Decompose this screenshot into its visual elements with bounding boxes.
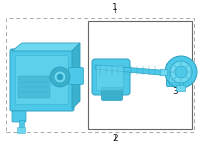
FancyBboxPatch shape [170, 67, 176, 82]
FancyBboxPatch shape [166, 64, 180, 86]
Polygon shape [12, 43, 80, 51]
Bar [88, 21, 192, 129]
Text: 2: 2 [112, 134, 118, 143]
Circle shape [50, 67, 70, 87]
Polygon shape [95, 65, 163, 75]
Circle shape [170, 61, 192, 83]
FancyBboxPatch shape [10, 49, 74, 111]
FancyBboxPatch shape [16, 56, 68, 105]
FancyBboxPatch shape [96, 66, 124, 91]
Bar [179, 80, 183, 88]
Polygon shape [72, 43, 80, 109]
FancyBboxPatch shape [18, 76, 50, 98]
Circle shape [175, 66, 187, 78]
FancyBboxPatch shape [177, 86, 186, 91]
FancyBboxPatch shape [160, 69, 168, 76]
Bar [19, 120, 24, 129]
FancyBboxPatch shape [102, 87, 122, 101]
FancyBboxPatch shape [92, 59, 130, 95]
FancyBboxPatch shape [68, 67, 84, 85]
Circle shape [165, 56, 197, 88]
Bar [6, 18, 194, 132]
Text: 1: 1 [112, 3, 118, 12]
Text: 3: 3 [172, 87, 178, 96]
Circle shape [57, 74, 63, 80]
FancyBboxPatch shape [18, 127, 26, 133]
FancyBboxPatch shape [12, 111, 26, 122]
Circle shape [54, 71, 66, 83]
